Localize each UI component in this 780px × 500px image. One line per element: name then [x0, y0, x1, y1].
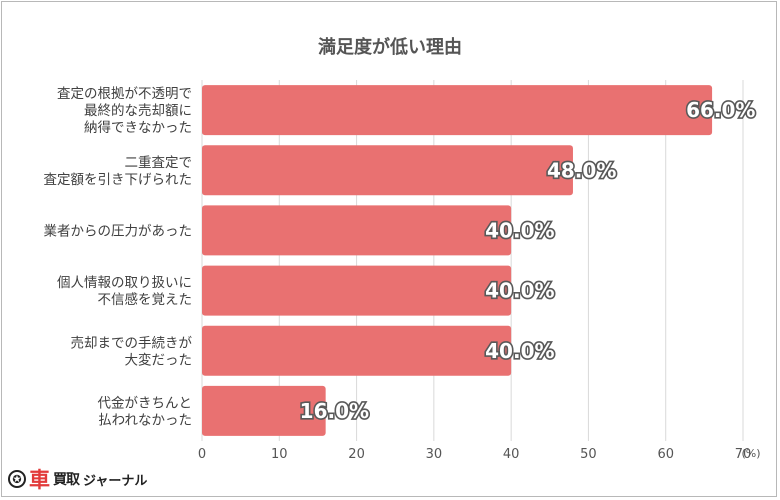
category-label: 売却までの手続きが	[71, 335, 193, 351]
x-axis-ticks: 0 10 20 30 40 50 60 70	[198, 447, 751, 462]
x-axis-unit: (%)	[741, 447, 760, 460]
category-label: 最終的な売却額に	[84, 103, 192, 119]
data-label: 66.0%	[686, 98, 755, 122]
category-label: 代金がきちんと	[98, 395, 193, 411]
x-tick-label: 30	[426, 447, 443, 462]
x-tick-label: 10	[271, 447, 288, 462]
x-tick-label: 0	[198, 447, 206, 462]
bar	[202, 145, 573, 196]
x-tick-label: 50	[580, 447, 597, 462]
category-label: 業者からの圧力があった	[44, 223, 193, 239]
data-label: 40.0%	[485, 218, 554, 242]
data-label: 40.0%	[485, 339, 554, 363]
category-label: 査定額を引き下げられた	[44, 172, 193, 188]
brand-logo-kuruma: 車	[29, 468, 50, 492]
x-tick-label: 70	[735, 447, 752, 462]
brand-logo-kaitori: 買取	[53, 472, 80, 488]
grid-lines	[201, 80, 744, 441]
x-tick-label: 20	[348, 447, 365, 462]
data-labels: 66.0% 48.0% 40.0% 40.0% 40.0% 16.0%	[298, 96, 757, 424]
category-label: 個人情報の取り扱いに	[57, 275, 192, 291]
brand-logo: ✪ 車 買取 ジャーナル	[8, 466, 147, 492]
data-label: 16.0%	[300, 399, 369, 423]
category-label: 大変だった	[125, 351, 193, 368]
category-label: 二重査定で	[125, 155, 193, 171]
x-tick-label: 40	[503, 447, 520, 462]
data-label: 40.0%	[485, 279, 554, 303]
data-label: 48.0%	[547, 158, 616, 182]
category-label: 納得できなかった	[84, 119, 192, 136]
chart-title: 満足度が低い理由	[318, 36, 462, 58]
category-labels: 査定の根拠が不透明で最終的な売却額に納得できなかった二重査定で査定額を引き下げら…	[44, 86, 193, 428]
category-label: 不信感を覚えた	[98, 291, 193, 308]
bars	[202, 85, 713, 436]
category-label: 払われなかった	[98, 412, 192, 428]
category-label: 査定の根拠が不透明で	[57, 86, 192, 102]
brand-mark-icon: ✪	[8, 470, 26, 488]
x-tick-label: 60	[657, 447, 674, 462]
bar	[202, 205, 512, 256]
bar	[202, 265, 512, 316]
brand-logo-journal: ジャーナル	[83, 473, 148, 489]
bar	[202, 85, 713, 136]
bar	[202, 325, 512, 376]
bar	[202, 385, 326, 436]
